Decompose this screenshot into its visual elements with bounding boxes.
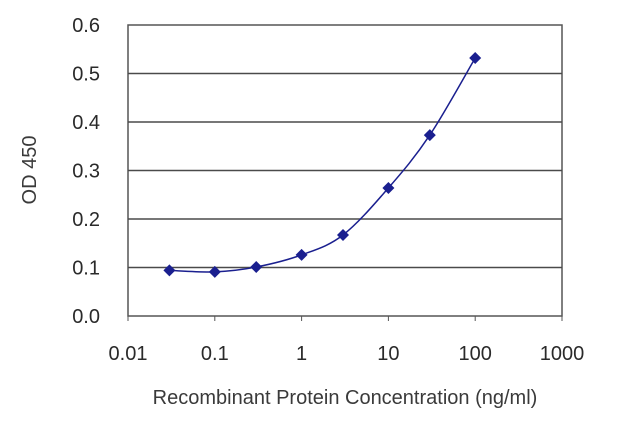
y-tick-label: 0.3 [72, 161, 100, 183]
y-axis-ticks: 0.0 0.1 0.2 0.3 0.4 0.5 0.6 [72, 15, 100, 328]
data-point-marker [469, 51, 482, 64]
y-tick-label: 0.6 [72, 15, 100, 37]
y-tick-label: 0.0 [72, 306, 100, 328]
x-tick-label: 10 [377, 343, 399, 365]
x-tick-label: 1000 [540, 343, 585, 365]
x-tick-label: 1 [296, 343, 307, 365]
data-point-marker [382, 181, 395, 194]
y-axis-title: OD 450 [19, 136, 41, 205]
y-tick-label: 0.5 [72, 64, 100, 86]
x-tick-label: 100 [459, 343, 492, 365]
y-tick-label: 0.1 [72, 258, 100, 280]
data-point-marker [250, 261, 263, 274]
y-tick-label: 0.4 [72, 112, 100, 134]
data-point-marker [423, 129, 436, 142]
x-axis-ticks: 0.01 0.1 1 10 100 1000 [109, 316, 585, 365]
y-tick-label: 0.2 [72, 209, 100, 231]
data-point-marker [337, 229, 350, 241]
x-tick-label: 0.01 [109, 343, 148, 365]
data-point-marker [208, 265, 221, 278]
x-tick-label: 0.1 [201, 343, 229, 365]
grid-lines [128, 72, 562, 269]
x-axis-title: Recombinant Protein Concentration (ng/ml… [153, 387, 538, 409]
data-point-marker [163, 264, 176, 277]
data-point-marker [295, 248, 308, 261]
data-points [163, 51, 482, 278]
